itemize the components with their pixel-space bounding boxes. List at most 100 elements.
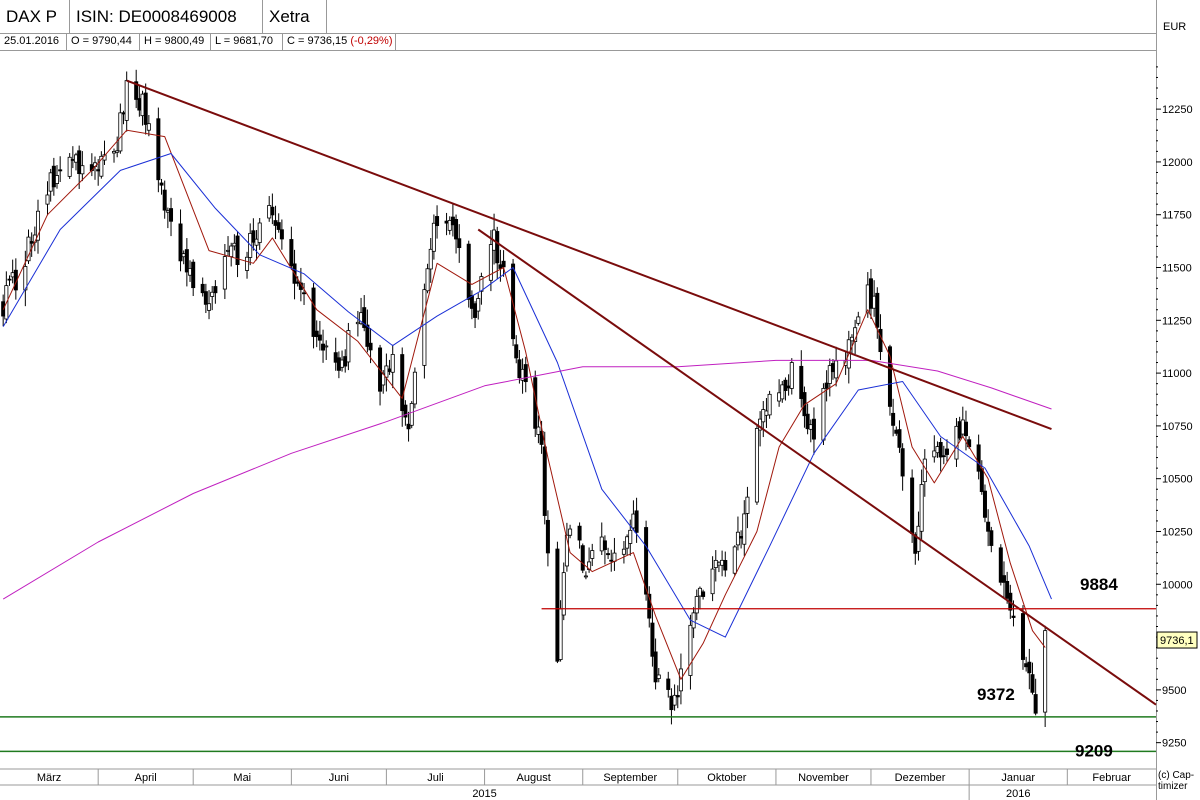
symbol-label: DAX P — [0, 0, 70, 33]
candle-body — [302, 292, 307, 295]
candle-body — [425, 268, 430, 292]
currency-label: EUR — [1163, 21, 1187, 33]
month-label: Februar — [1092, 772, 1131, 784]
candle-body — [270, 206, 275, 216]
candle-body — [894, 429, 899, 434]
candle-body — [856, 316, 861, 324]
month-label: Juli — [427, 772, 444, 784]
candle-body — [67, 156, 72, 177]
candle-body — [140, 93, 145, 117]
candle-body — [340, 359, 345, 368]
candle-body — [739, 536, 744, 539]
series-ma_mid — [2, 153, 1052, 638]
candle-body — [963, 421, 968, 437]
candle-body — [447, 220, 452, 231]
y-tick-label: 11000 — [1162, 368, 1192, 380]
candle-body — [229, 245, 234, 258]
candle-body — [26, 236, 31, 262]
month-label: März — [37, 772, 61, 784]
candle-body — [932, 450, 937, 458]
exchange-label: Xetra — [263, 0, 327, 33]
candle-body — [710, 568, 715, 595]
candle-body — [115, 150, 120, 153]
candle-body — [922, 458, 927, 483]
candle-body — [450, 216, 455, 226]
month-label: August — [517, 772, 551, 784]
candle-body — [137, 98, 142, 111]
candle-body — [273, 220, 278, 226]
candle-body — [587, 561, 592, 570]
candle-body — [954, 425, 959, 460]
ohlc-bar: 25.01.2016 O = 9790,44 H = 9800,49 L = 9… — [0, 33, 1156, 51]
candle-body — [742, 513, 747, 545]
candle-body — [872, 295, 877, 309]
candle-body — [887, 346, 892, 407]
candle-body — [672, 694, 677, 706]
candle-body — [691, 612, 696, 629]
candle-body — [631, 513, 636, 529]
candle-body — [720, 559, 725, 566]
month-label: September — [603, 772, 657, 784]
candle-body — [564, 534, 569, 567]
candle-body — [279, 229, 284, 240]
candle-body — [634, 510, 639, 533]
candle-body — [121, 112, 126, 115]
candle-body — [745, 496, 750, 514]
candle-body — [321, 343, 326, 351]
candle-body — [169, 208, 174, 222]
candle-body — [944, 448, 949, 455]
candle-body — [317, 334, 322, 341]
candle-body — [732, 546, 737, 574]
candle-body — [444, 220, 449, 224]
candle-body — [336, 357, 341, 371]
candle-body — [181, 253, 186, 258]
candle-body — [764, 410, 769, 416]
candle-body — [333, 352, 338, 363]
candle-body — [545, 519, 550, 554]
candle-body — [976, 444, 981, 472]
candle-body — [7, 278, 12, 281]
y-tick-label: 10750 — [1162, 421, 1193, 433]
watermark-text: (c) Cap- timizer — [1158, 770, 1194, 792]
candle-body — [435, 216, 440, 227]
y-tick-label: 12000 — [1162, 157, 1193, 169]
candle-body — [232, 242, 237, 247]
candle-body — [390, 354, 395, 373]
isin-label: ISIN: DE0008469008 — [70, 0, 263, 33]
month-label: November — [798, 772, 849, 784]
year-label-2016: 2016 — [1006, 788, 1030, 800]
candle-body — [824, 382, 829, 389]
ohlc-low: L = 9681,70 — [211, 33, 283, 50]
candle-body — [207, 303, 212, 311]
candle-body — [919, 484, 924, 532]
watermark-line: (c) Cap- timizer — [1158, 770, 1195, 792]
candle-body — [387, 368, 392, 372]
last-price-tag — [1156, 631, 1198, 649]
candle-body — [146, 123, 151, 131]
candle-body — [235, 235, 240, 266]
candle-body — [1001, 575, 1006, 583]
candle-body — [811, 418, 816, 440]
candle-body — [830, 363, 835, 373]
level-labels: 9884 9372 9209 9736,1 — [977, 575, 1198, 760]
level-label-support-2: 9209 — [1075, 741, 1113, 760]
candle-body — [1024, 663, 1029, 668]
candle-body — [688, 624, 693, 676]
candle-body — [789, 362, 794, 389]
candle-body — [599, 536, 604, 552]
y-tick-label: 10250 — [1162, 526, 1193, 538]
candle-body — [716, 562, 721, 566]
candle-body — [539, 430, 544, 445]
candle-body — [653, 651, 658, 683]
candle-body — [346, 330, 351, 363]
last-price-label: 9736,1 — [1160, 635, 1194, 647]
ohlc-close: C = 9736,15 (-0,29%) — [283, 33, 396, 50]
candle-body — [23, 266, 28, 291]
candle-body — [583, 575, 588, 578]
candle-body — [865, 284, 870, 314]
level-label-resistance: 9884 — [1080, 575, 1118, 594]
candle-body — [365, 324, 370, 347]
candle-body — [74, 154, 79, 163]
candle-body — [875, 292, 880, 328]
candle-body — [935, 446, 940, 454]
